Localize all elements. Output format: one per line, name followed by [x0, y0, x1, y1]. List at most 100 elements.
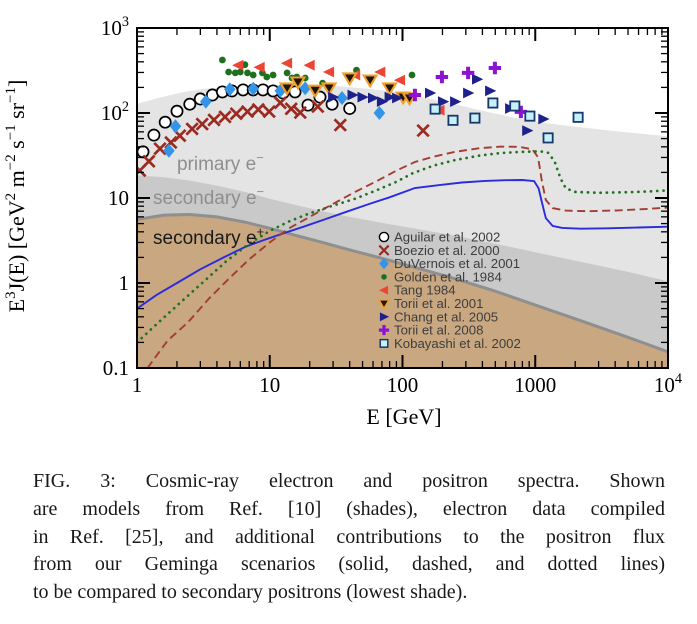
marker-x — [416, 123, 430, 138]
marker-dot — [219, 56, 226, 64]
marker-tri-right — [472, 73, 484, 85]
marker-square-open — [487, 97, 499, 109]
label-secondary-positrons: secondary e+ — [153, 224, 264, 249]
label-secondary-electrons: secondary e− — [153, 184, 264, 209]
caption-line: FIG. 3: Cosmic-ray electron and positron… — [33, 470, 665, 492]
marker-diamond — [336, 91, 348, 105]
marker-x — [333, 118, 348, 132]
line-geminga-dashed — [146, 145, 668, 368]
marker-plus — [488, 61, 502, 75]
legend-label-aguilar: Aguilar et al. 2002 — [394, 230, 500, 245]
marker-dot — [381, 274, 387, 280]
x-tick-label: 104 — [654, 371, 682, 397]
marker-dot — [225, 68, 232, 76]
marker-dot — [269, 71, 277, 79]
marker-dot — [249, 71, 257, 79]
y-tick-label: 102 — [101, 99, 129, 125]
marker-square-open — [524, 110, 536, 122]
marker-circle-open — [158, 115, 172, 129]
marker-x — [273, 96, 288, 110]
marker-x — [229, 106, 244, 121]
marker-tri-right — [522, 125, 534, 136]
x-tick-label: 10 — [259, 373, 280, 397]
marker-tri-right — [438, 96, 450, 107]
x-tick-label: 100 — [387, 373, 419, 397]
marker-square-open — [379, 338, 389, 348]
legend-label-torii2001: Torii et al. 2001 — [394, 296, 483, 311]
marker-tri-down — [381, 82, 398, 97]
marker-diamond — [224, 82, 236, 97]
series-golden — [219, 56, 416, 87]
marker-tri-down — [361, 74, 379, 89]
marker-tri-right — [368, 92, 380, 104]
marker-x — [284, 102, 298, 116]
marker-diamond — [200, 94, 212, 109]
marker-dot — [408, 71, 416, 79]
series-kobayashi — [429, 97, 584, 144]
marker-x — [262, 104, 276, 119]
marker-dot — [263, 73, 271, 81]
legend-label-tang: Tang 1984 — [394, 283, 456, 298]
marker-tri-down — [341, 72, 358, 87]
marker-tri-right — [357, 91, 369, 103]
marker-dot — [283, 69, 291, 77]
marker-x — [311, 99, 325, 114]
marker-x — [185, 122, 199, 136]
marker-x — [173, 128, 187, 143]
marker-square-open — [469, 112, 481, 124]
region-secondary-positrons — [137, 214, 668, 368]
marker-diamond — [373, 106, 386, 120]
legend-label-chang: Chang et al. 2005 — [394, 309, 498, 324]
marker-tri-left — [280, 57, 293, 69]
marker-tri-left — [303, 59, 315, 71]
caption-line: are models from Ref. [10] (shades), elec… — [33, 497, 665, 520]
y-axis-label: E3J(E) [GeV2 m−2 s−1 sr−1] — [3, 80, 29, 313]
legend-label-duvernois: DuVernois et al. 2001 — [394, 256, 520, 271]
plot-area — [137, 56, 668, 368]
marker-diamond — [247, 81, 259, 96]
series-boezio — [137, 96, 430, 178]
series-torii2008 — [408, 61, 528, 119]
marker-tri-down — [377, 298, 391, 311]
figure-caption: FIG. 3: Cosmic-ray electron and positron… — [33, 468, 665, 607]
marker-diamond — [169, 119, 182, 134]
marker-tri-down — [278, 82, 296, 97]
marker-tri-down — [320, 82, 338, 97]
y-tick-label: 0.1 — [103, 356, 129, 380]
marker-tri-left — [253, 61, 265, 73]
caption-line: in Ref. [25], and additional contributio… — [33, 525, 665, 548]
marker-x — [251, 102, 266, 117]
marker-square-open — [429, 103, 441, 115]
x-tick-label: 1 — [132, 373, 143, 397]
legend-label-boezio: Boezio et al. 2000 — [394, 243, 500, 258]
marker-tri-right — [328, 91, 340, 103]
marker-tri-right — [384, 91, 396, 103]
caption-line: from our Geminga scenarios (solid, dashe… — [33, 553, 665, 576]
marker-tri-down — [306, 84, 324, 99]
marker-tri-right — [347, 89, 359, 101]
marker-diamond — [163, 143, 175, 158]
marker-square-open — [542, 132, 554, 144]
legend-label-torii2008: Torii et al. 2008 — [394, 323, 483, 338]
marker-circle-open — [343, 102, 357, 115]
marker-tri-right — [485, 85, 497, 97]
marker-square-open — [447, 114, 459, 126]
marker-plus — [378, 325, 390, 336]
marker-x — [153, 141, 167, 156]
marker-square-open — [509, 100, 521, 112]
marker-tri-right — [379, 312, 390, 322]
marker-tri-left — [232, 59, 244, 71]
marker-circle-open — [147, 128, 161, 142]
marker-x — [195, 117, 209, 131]
line-geminga-dotted — [137, 150, 668, 344]
marker-tri-right — [392, 92, 404, 104]
marker-dot — [236, 68, 244, 76]
marker-dot — [244, 69, 251, 77]
label-primary-electrons: primary e− — [177, 150, 264, 175]
marker-tri-down — [289, 76, 307, 91]
spectra-chart: primary e− secondary e− secondary e+ 1 10 100… — [3, 14, 682, 429]
marker-tri-left — [393, 74, 406, 86]
marker-tri-left — [322, 66, 335, 78]
marker-circle-open — [183, 97, 197, 111]
